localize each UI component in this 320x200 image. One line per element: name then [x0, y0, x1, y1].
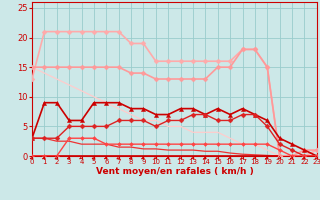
X-axis label: Vent moyen/en rafales ( km/h ): Vent moyen/en rafales ( km/h ) [96, 167, 253, 176]
